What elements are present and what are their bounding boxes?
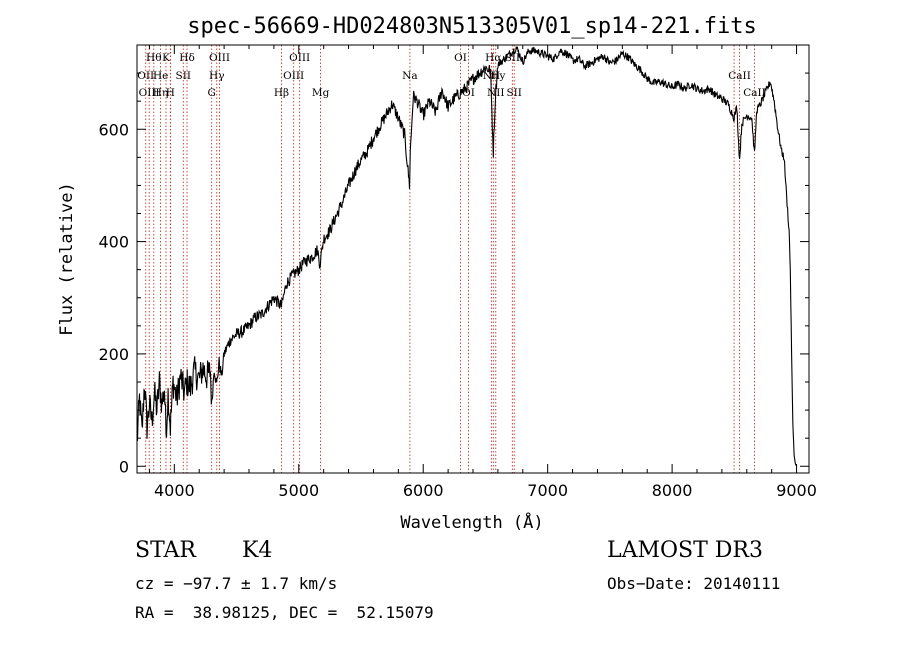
line-label-hη: Hη [153, 87, 168, 99]
line-label-caii: CaII [728, 70, 751, 82]
line-label-oiii: OIII [289, 52, 310, 64]
line-label-hθ: Hθ [146, 52, 161, 64]
line-label-hγ: Hγ [209, 70, 224, 82]
line-label-hβ: Hβ [274, 87, 289, 99]
plot-frame [136, 44, 810, 474]
line-label-nii: NII [483, 70, 500, 82]
line-label-k: K [162, 52, 170, 64]
line-label-mg: Mg [312, 87, 330, 99]
line-label-he: He [153, 70, 168, 82]
y-tick-label: 400 [98, 233, 129, 252]
object-class: STAR [135, 538, 196, 563]
x-tick-label: 8000 [652, 481, 693, 500]
axis-ticks: 4000 5000 6000 7000 8000 9000 0 200 400 600 [98, 45, 817, 500]
line-label-caii: CaII [743, 87, 766, 99]
line-label-oiii: OIII [139, 87, 160, 99]
line-label-oi: OI [462, 87, 475, 99]
y-tick-label: 600 [98, 120, 129, 139]
x-axis-label: Wavelength (Å) [400, 511, 543, 533]
x-tick-label: 9000 [776, 481, 817, 500]
y-axis-label: Flux (relative) [57, 182, 77, 336]
line-label-oiii: OIII [283, 70, 304, 82]
x-tick-label: 6000 [403, 481, 444, 500]
line-label-hy: Hy [490, 70, 505, 82]
line-label-sii: SII [176, 70, 192, 82]
y-tick-label: 200 [98, 345, 129, 364]
coordinates-readout: RA = 38.98125, DEC = 52.15079 [135, 603, 434, 622]
spectral-subclass: K4 [242, 538, 273, 563]
line-label-oii: OII [137, 70, 154, 82]
line-label-hα: Hα [485, 52, 501, 64]
x-tick-label: 5000 [278, 481, 319, 500]
survey-name: LAMOST DR3 [607, 538, 763, 563]
line-label-oiii: OIII [209, 52, 230, 64]
line-label-hδ: Hδ [179, 52, 194, 64]
observation-date: Obs−Date: 20140111 [607, 574, 781, 593]
line-label-sii: SII [505, 52, 521, 64]
y-tick-label: 0 [119, 457, 129, 476]
line-label-h: H [166, 87, 175, 99]
line-label-sii: SII [506, 87, 522, 99]
cz-readout: cz = −97.7 ± 1.7 km/s [135, 574, 338, 593]
line-label-na: Na [402, 70, 417, 82]
chart-title: spec-56669-HD024803N513305V01_sp14-221.f… [187, 14, 757, 39]
line-label-oi: OI [454, 52, 467, 64]
x-tick-label: 7000 [527, 481, 568, 500]
line-label-g: G [207, 87, 215, 99]
spectrum-series-line [136, 46, 798, 467]
x-tick-label: 4000 [154, 481, 195, 500]
spectral-line-markers [145, 45, 755, 473]
